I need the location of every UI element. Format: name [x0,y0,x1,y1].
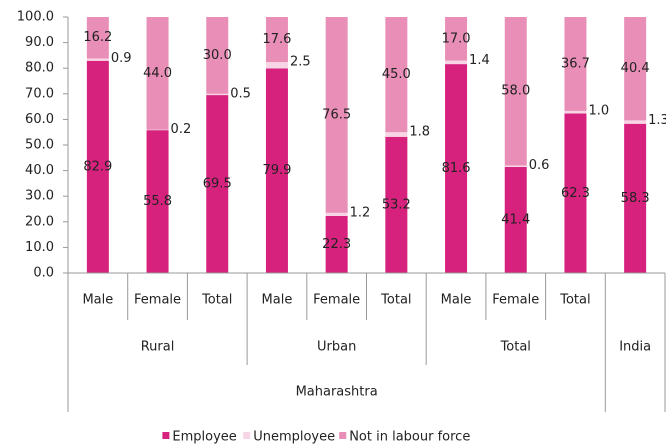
bar-segment [86,17,109,59]
bar-segment [146,17,169,130]
data-label: 1.8 [409,125,430,140]
legend-swatch [162,432,170,439]
bar-segment [445,17,468,61]
bar-segment [206,95,229,273]
data-label: 40.4 [621,61,650,76]
y-tick-label: 50.0 [25,138,54,153]
bar-segment [265,68,288,273]
bars [86,17,647,273]
data-label: 44.0 [143,66,172,81]
x-tick-label: Total [201,293,232,308]
data-label: 1.4 [469,53,490,68]
data-label: 1.0 [588,103,609,118]
group-label: Rural [141,340,175,355]
bar-segment [146,130,169,273]
data-label: 17.0 [442,31,471,46]
data-label: 16.2 [83,30,112,45]
bar-segment [146,129,169,131]
bar-segment [86,60,109,273]
y-tick-label: 30.0 [25,189,54,204]
data-label: 79.9 [262,163,291,178]
bar-segment [624,123,647,273]
data-label: 62.3 [561,186,590,201]
legend-label: Employee [172,430,236,444]
bar-segment [325,215,348,273]
data-label: 41.4 [501,213,530,228]
legend-swatch [339,432,347,439]
data-label: 17.6 [262,32,291,47]
bar-segment [504,17,527,166]
x-tick-label: Male [262,293,293,308]
group-label: Total [500,340,531,355]
bar-segment [564,113,587,273]
data-label: 1.3 [648,113,666,128]
bar-segment [504,165,527,168]
data-label: 82.9 [83,159,112,174]
legend-swatch [243,432,251,439]
data-label: 55.8 [143,194,172,209]
data-label: 22.3 [322,237,351,252]
bar-segment [564,110,587,114]
data-label: 45.0 [382,67,411,82]
bar-segment [206,93,229,96]
data-label: 30.0 [203,48,232,63]
y-tick-label: 40.0 [25,163,54,178]
bar-segment [624,120,647,124]
bar-segment [445,60,468,65]
bar-segment [325,17,348,213]
legend-label: Not in labour force [349,430,470,444]
y-tick-label: 70.0 [25,86,54,101]
y-tick-label: 100.0 [17,10,54,25]
y-tick-label: 80.0 [25,61,54,76]
bar-segment [385,132,408,137]
x-tick-label: Male [441,293,472,308]
y-tick-label: 90.0 [25,35,54,50]
x-tick-label: Male [82,293,113,308]
super-group-label: Maharashtra [296,385,378,400]
group-label: India [619,340,651,355]
bar-segment [325,212,348,216]
data-label: 2.5 [290,55,311,70]
bar-segment [385,17,408,133]
bar-segment [86,58,109,61]
bar-segment [265,62,288,69]
x-tick-label: Female [134,293,181,308]
data-label: 0.2 [171,122,192,137]
bar-segment [265,17,288,63]
data-label: 58.3 [621,191,650,206]
bar-segment [385,136,408,273]
data-label: 53.2 [382,197,411,212]
bar-segment [624,17,647,121]
data-label: 76.5 [322,107,351,122]
data-label: 0.9 [111,51,132,66]
x-tick-label: Total [380,293,411,308]
data-label: 81.6 [442,161,471,176]
bar-segment [504,167,527,273]
data-label: 69.5 [203,177,232,192]
y-tick-label: 0.0 [33,266,54,281]
x-tick-label: Female [492,293,539,308]
y-tick-label: 10.0 [25,240,54,255]
group-label: Urban [317,340,356,355]
data-label: 0.6 [529,158,550,173]
data-label: 1.2 [350,205,371,220]
data-label: 36.7 [561,56,590,71]
data-label: 0.5 [230,86,251,101]
bar-segment [564,17,587,111]
bar-segment [206,17,229,94]
y-tick-label: 20.0 [25,214,54,229]
legend-label: Unemployee [253,430,335,444]
x-tick-label: Female [313,293,360,308]
bar-segment [445,64,468,273]
data-label: 58.0 [501,84,530,99]
y-tick-label: 60.0 [25,112,54,127]
x-tick-label: Total [559,293,590,308]
